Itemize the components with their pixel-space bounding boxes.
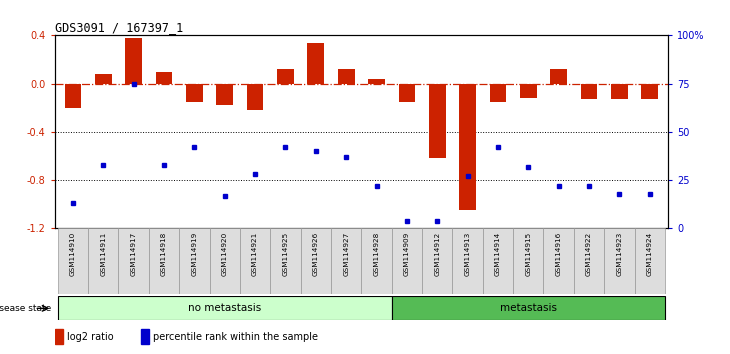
Text: GSM114910: GSM114910 <box>70 232 76 276</box>
Bar <box>550 69 567 84</box>
Bar <box>459 84 476 210</box>
Text: GSM114926: GSM114926 <box>313 232 319 276</box>
Bar <box>55 329 63 344</box>
Bar <box>429 84 445 158</box>
Text: no metastasis: no metastasis <box>188 303 261 313</box>
Bar <box>544 228 574 294</box>
Bar <box>149 228 179 294</box>
Text: metastasis: metastasis <box>500 303 557 313</box>
Text: GSM114912: GSM114912 <box>434 232 440 276</box>
Text: GSM114915: GSM114915 <box>526 232 531 276</box>
Bar <box>247 84 264 110</box>
Bar <box>611 84 628 99</box>
Bar <box>574 228 604 294</box>
Text: GSM114917: GSM114917 <box>131 232 137 276</box>
Bar <box>634 228 665 294</box>
Text: GSM114922: GSM114922 <box>586 232 592 276</box>
Bar <box>483 228 513 294</box>
Bar <box>331 228 361 294</box>
Bar <box>210 228 240 294</box>
Text: GSM114918: GSM114918 <box>161 232 167 276</box>
Bar <box>490 84 507 102</box>
Bar <box>604 228 634 294</box>
Bar <box>301 228 331 294</box>
Bar <box>453 228 483 294</box>
Bar <box>126 38 142 84</box>
Text: GSM114925: GSM114925 <box>283 232 288 276</box>
Text: GSM114920: GSM114920 <box>222 232 228 276</box>
Bar <box>58 228 88 294</box>
Text: disease state: disease state <box>0 304 51 313</box>
Text: GSM114914: GSM114914 <box>495 232 501 276</box>
Bar <box>179 228 210 294</box>
Text: GSM114909: GSM114909 <box>404 232 410 276</box>
Text: GSM114923: GSM114923 <box>616 232 623 276</box>
Bar <box>368 79 385 84</box>
Text: percentile rank within the sample: percentile rank within the sample <box>153 332 318 342</box>
Bar <box>270 228 301 294</box>
Bar <box>580 84 597 99</box>
Bar <box>422 228 453 294</box>
Bar <box>338 69 355 84</box>
Bar <box>216 84 233 105</box>
Text: GSM114913: GSM114913 <box>464 232 471 276</box>
Bar <box>186 84 203 102</box>
Bar <box>513 228 544 294</box>
Bar <box>520 84 537 98</box>
Bar <box>88 228 118 294</box>
Bar <box>307 42 324 84</box>
Bar <box>58 296 392 320</box>
Text: GSM114911: GSM114911 <box>100 232 107 276</box>
Bar <box>392 228 422 294</box>
Text: GSM114919: GSM114919 <box>191 232 197 276</box>
Bar <box>642 84 658 99</box>
Bar <box>155 72 172 84</box>
Text: GSM114928: GSM114928 <box>374 232 380 276</box>
Bar <box>95 74 112 84</box>
Bar <box>392 296 665 320</box>
Text: GSM114927: GSM114927 <box>343 232 349 276</box>
Bar <box>118 228 149 294</box>
Text: GSM114916: GSM114916 <box>556 232 561 276</box>
Bar <box>65 84 81 108</box>
Text: log2 ratio: log2 ratio <box>67 332 114 342</box>
Text: GDS3091 / 167397_1: GDS3091 / 167397_1 <box>55 21 183 34</box>
Bar <box>277 69 293 84</box>
Bar <box>240 228 270 294</box>
Text: GSM114924: GSM114924 <box>647 232 653 276</box>
Bar <box>361 228 392 294</box>
Text: GSM114921: GSM114921 <box>252 232 258 276</box>
Bar <box>141 329 149 344</box>
Bar <box>399 84 415 102</box>
